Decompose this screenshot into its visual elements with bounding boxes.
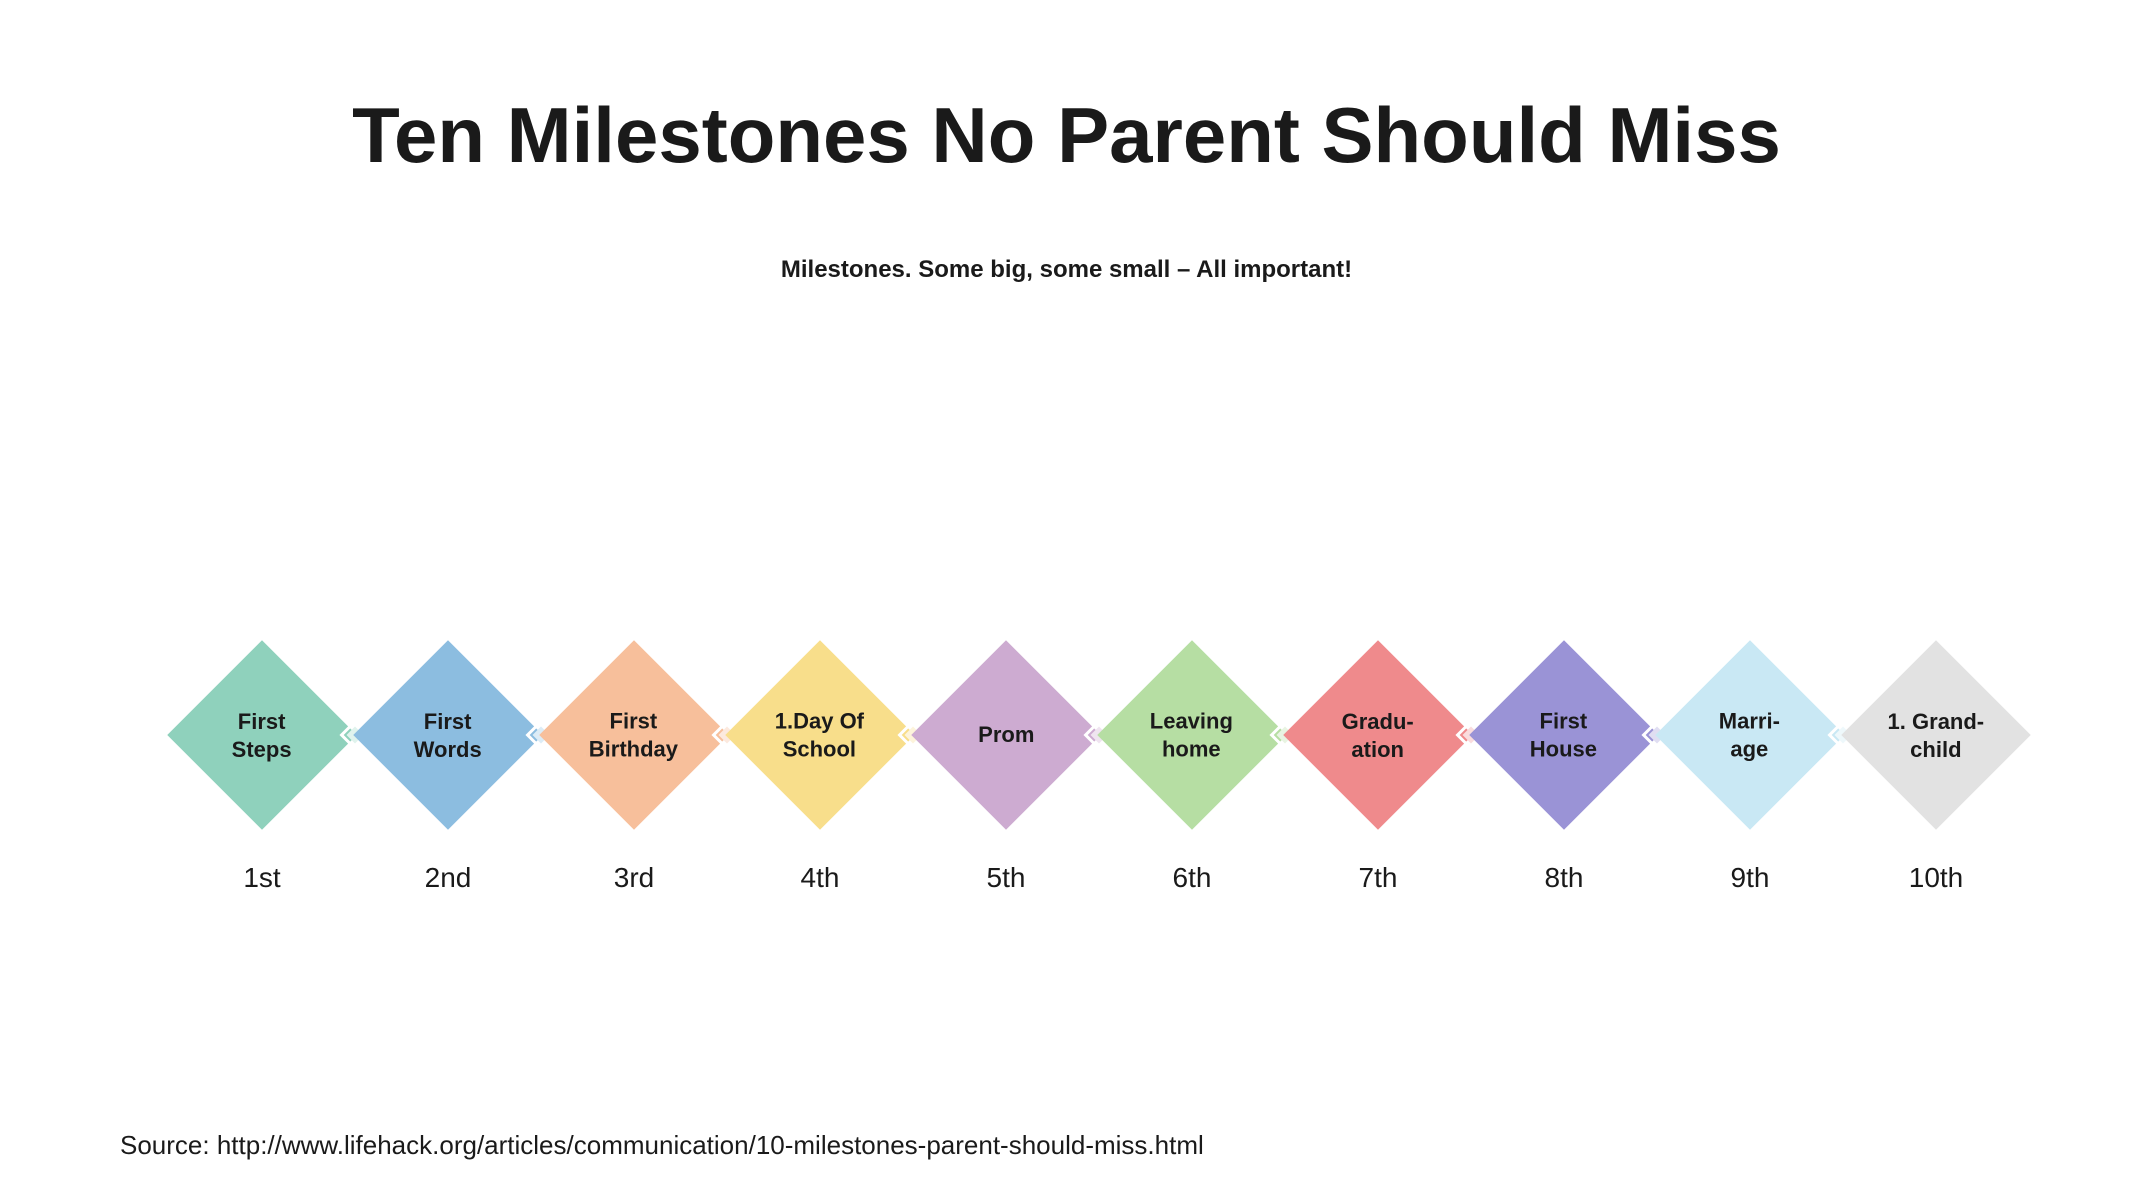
milestone-ordinal: 9th bbox=[1690, 862, 1810, 894]
milestone-ordinal: 3rd bbox=[574, 862, 694, 894]
milestone-ordinal: 6th bbox=[1132, 862, 1252, 894]
milestone-label: First House bbox=[1530, 708, 1597, 763]
milestone-diamond: First Words bbox=[353, 640, 543, 830]
milestone-label: First Words bbox=[414, 707, 482, 762]
page-subtitle: Milestones. Some big, some small – All i… bbox=[0, 256, 2133, 284]
milestone-label: First Steps bbox=[232, 707, 292, 762]
milestone-ordinal: 4th bbox=[760, 862, 880, 894]
milestone-diamond: 1.Day Of School bbox=[725, 640, 915, 830]
milestone-diamond: Marri- age bbox=[1655, 640, 1845, 830]
milestone-label: First Birthday bbox=[589, 708, 678, 763]
milestone-label: Marri- age bbox=[1719, 708, 1780, 763]
milestone-diamond: First House bbox=[1469, 640, 1659, 830]
milestone-ordinal: 5th bbox=[946, 862, 1066, 894]
milestone-diamond: 1. Grand- child bbox=[1841, 640, 2031, 830]
milestone-diamond: Prom bbox=[911, 640, 1101, 830]
milestone-label: Gradu- ation bbox=[1342, 708, 1414, 763]
milestone-label: Prom bbox=[978, 721, 1034, 749]
milestone-diamond: Leaving home bbox=[1097, 640, 1287, 830]
milestone-ordinal: 8th bbox=[1504, 862, 1624, 894]
milestone-ordinal: 2nd bbox=[388, 862, 508, 894]
page-title: Ten Milestones No Parent Should Miss bbox=[0, 90, 2133, 181]
milestone-label: Leaving home bbox=[1150, 707, 1233, 762]
milestone-label: 1. Grand- child bbox=[1888, 707, 1985, 762]
milestone-ordinal: 7th bbox=[1318, 862, 1438, 894]
milestone-label: 1.Day Of School bbox=[775, 707, 864, 762]
milestone-ordinal: 10th bbox=[1876, 862, 1996, 894]
source-citation: Source: http://www.lifehack.org/articles… bbox=[120, 1130, 1204, 1161]
milestone-diamond: First Birthday bbox=[539, 640, 729, 830]
milestone-ordinal: 1st bbox=[202, 862, 322, 894]
milestone-diamond: Gradu- ation bbox=[1283, 640, 1473, 830]
milestone-diamond: First Steps bbox=[167, 640, 357, 830]
